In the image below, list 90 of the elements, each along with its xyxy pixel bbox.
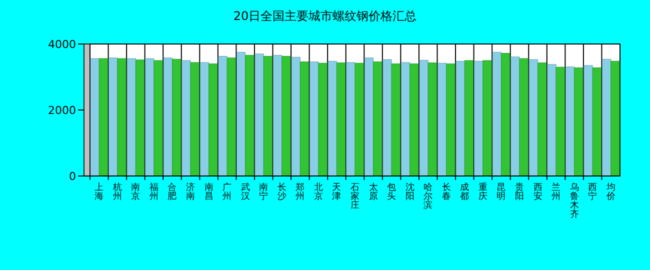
x-tick-label: 广州 xyxy=(222,182,232,202)
bar xyxy=(419,60,428,176)
x-tick-label: 天津 xyxy=(332,182,342,202)
bar xyxy=(126,58,136,176)
x-tick-label: 上海 xyxy=(94,182,104,202)
bar xyxy=(336,62,346,176)
x-tick-label: 太原 xyxy=(368,182,378,202)
bar xyxy=(98,58,108,176)
bar xyxy=(602,58,612,176)
x-tick-label: 济南 xyxy=(186,182,196,202)
x-tick-label: 北京 xyxy=(314,182,323,202)
bar xyxy=(254,54,264,176)
bar xyxy=(382,59,392,176)
x-tick-label: 合肥 xyxy=(168,182,177,202)
x-tick-label: 西宁 xyxy=(588,183,598,202)
x-tick-label: 包头 xyxy=(387,182,396,202)
x-tick-label: 郑州 xyxy=(296,182,305,202)
bar xyxy=(354,62,364,176)
bar xyxy=(226,58,236,176)
bar xyxy=(474,60,484,176)
x-tick-label: 南宁 xyxy=(259,182,268,202)
x-tick-label: 长春 xyxy=(442,182,451,202)
x-tick-label: 贵阳 xyxy=(514,182,524,202)
bar xyxy=(117,58,126,176)
bar xyxy=(510,56,520,176)
y-tick-label: 4000 xyxy=(48,38,76,51)
bar xyxy=(328,60,337,176)
bar xyxy=(456,60,465,176)
x-tick-label: 南昌 xyxy=(204,182,214,202)
bar xyxy=(482,60,492,176)
bar xyxy=(592,68,602,176)
bar xyxy=(528,59,538,176)
bar xyxy=(391,64,400,176)
chart-title: 20日全国主要城市螺纹钢价格汇总 xyxy=(233,9,417,23)
bar xyxy=(245,54,254,176)
bar xyxy=(310,62,319,176)
bar xyxy=(182,60,191,176)
x-tick-label: 兰州 xyxy=(552,182,561,202)
x-tick-label: 哈尔滨 xyxy=(424,182,433,212)
bar xyxy=(400,62,410,176)
x-tick-label: 长沙 xyxy=(277,182,286,202)
bar xyxy=(190,62,200,176)
x-tick-label: 昆明 xyxy=(496,182,506,202)
bar xyxy=(438,62,447,176)
bar xyxy=(208,64,218,176)
y-tick-label: 2000 xyxy=(48,104,76,117)
x-tick-label: 杭州 xyxy=(112,182,122,202)
bar xyxy=(172,58,182,176)
bar xyxy=(446,64,456,176)
x-tick-label: 沈阳 xyxy=(405,182,414,202)
bar xyxy=(538,62,547,176)
bar xyxy=(218,56,228,176)
bar xyxy=(464,60,474,176)
bar xyxy=(236,52,246,176)
bar xyxy=(428,62,437,176)
bar xyxy=(200,62,210,176)
bar xyxy=(547,64,556,176)
bar xyxy=(410,64,419,176)
bar xyxy=(364,58,374,176)
x-tick-label: 石家庄 xyxy=(350,183,360,212)
y-tick-label: 0 xyxy=(69,170,76,183)
bar xyxy=(574,68,584,176)
bar xyxy=(610,60,620,176)
bar xyxy=(565,66,575,176)
bar xyxy=(492,52,502,176)
x-tick-label: 武汉 xyxy=(240,182,250,202)
x-tick-label: 成都 xyxy=(460,182,470,202)
bar xyxy=(300,62,310,176)
x-tick-label: 重庆 xyxy=(478,182,488,202)
x-tick-label: 福州 xyxy=(149,182,158,202)
bar xyxy=(263,56,272,176)
x-tick-label: 乌鲁木齐 xyxy=(570,182,579,220)
bar xyxy=(135,60,145,176)
bar xyxy=(291,56,300,176)
bar xyxy=(282,56,291,176)
bar xyxy=(318,62,328,176)
x-tick-label: 均价 xyxy=(605,182,616,202)
bar xyxy=(500,52,510,176)
bar xyxy=(163,58,172,176)
bar xyxy=(556,66,565,176)
bar xyxy=(346,62,356,176)
bar xyxy=(519,58,528,176)
x-tick-label: 西安 xyxy=(533,183,542,202)
bar xyxy=(373,62,382,176)
bar xyxy=(145,58,154,176)
bar xyxy=(108,58,118,176)
bar xyxy=(584,65,593,176)
bar xyxy=(154,60,163,176)
x-tick-label: 南京 xyxy=(131,182,140,202)
bar xyxy=(273,54,282,176)
